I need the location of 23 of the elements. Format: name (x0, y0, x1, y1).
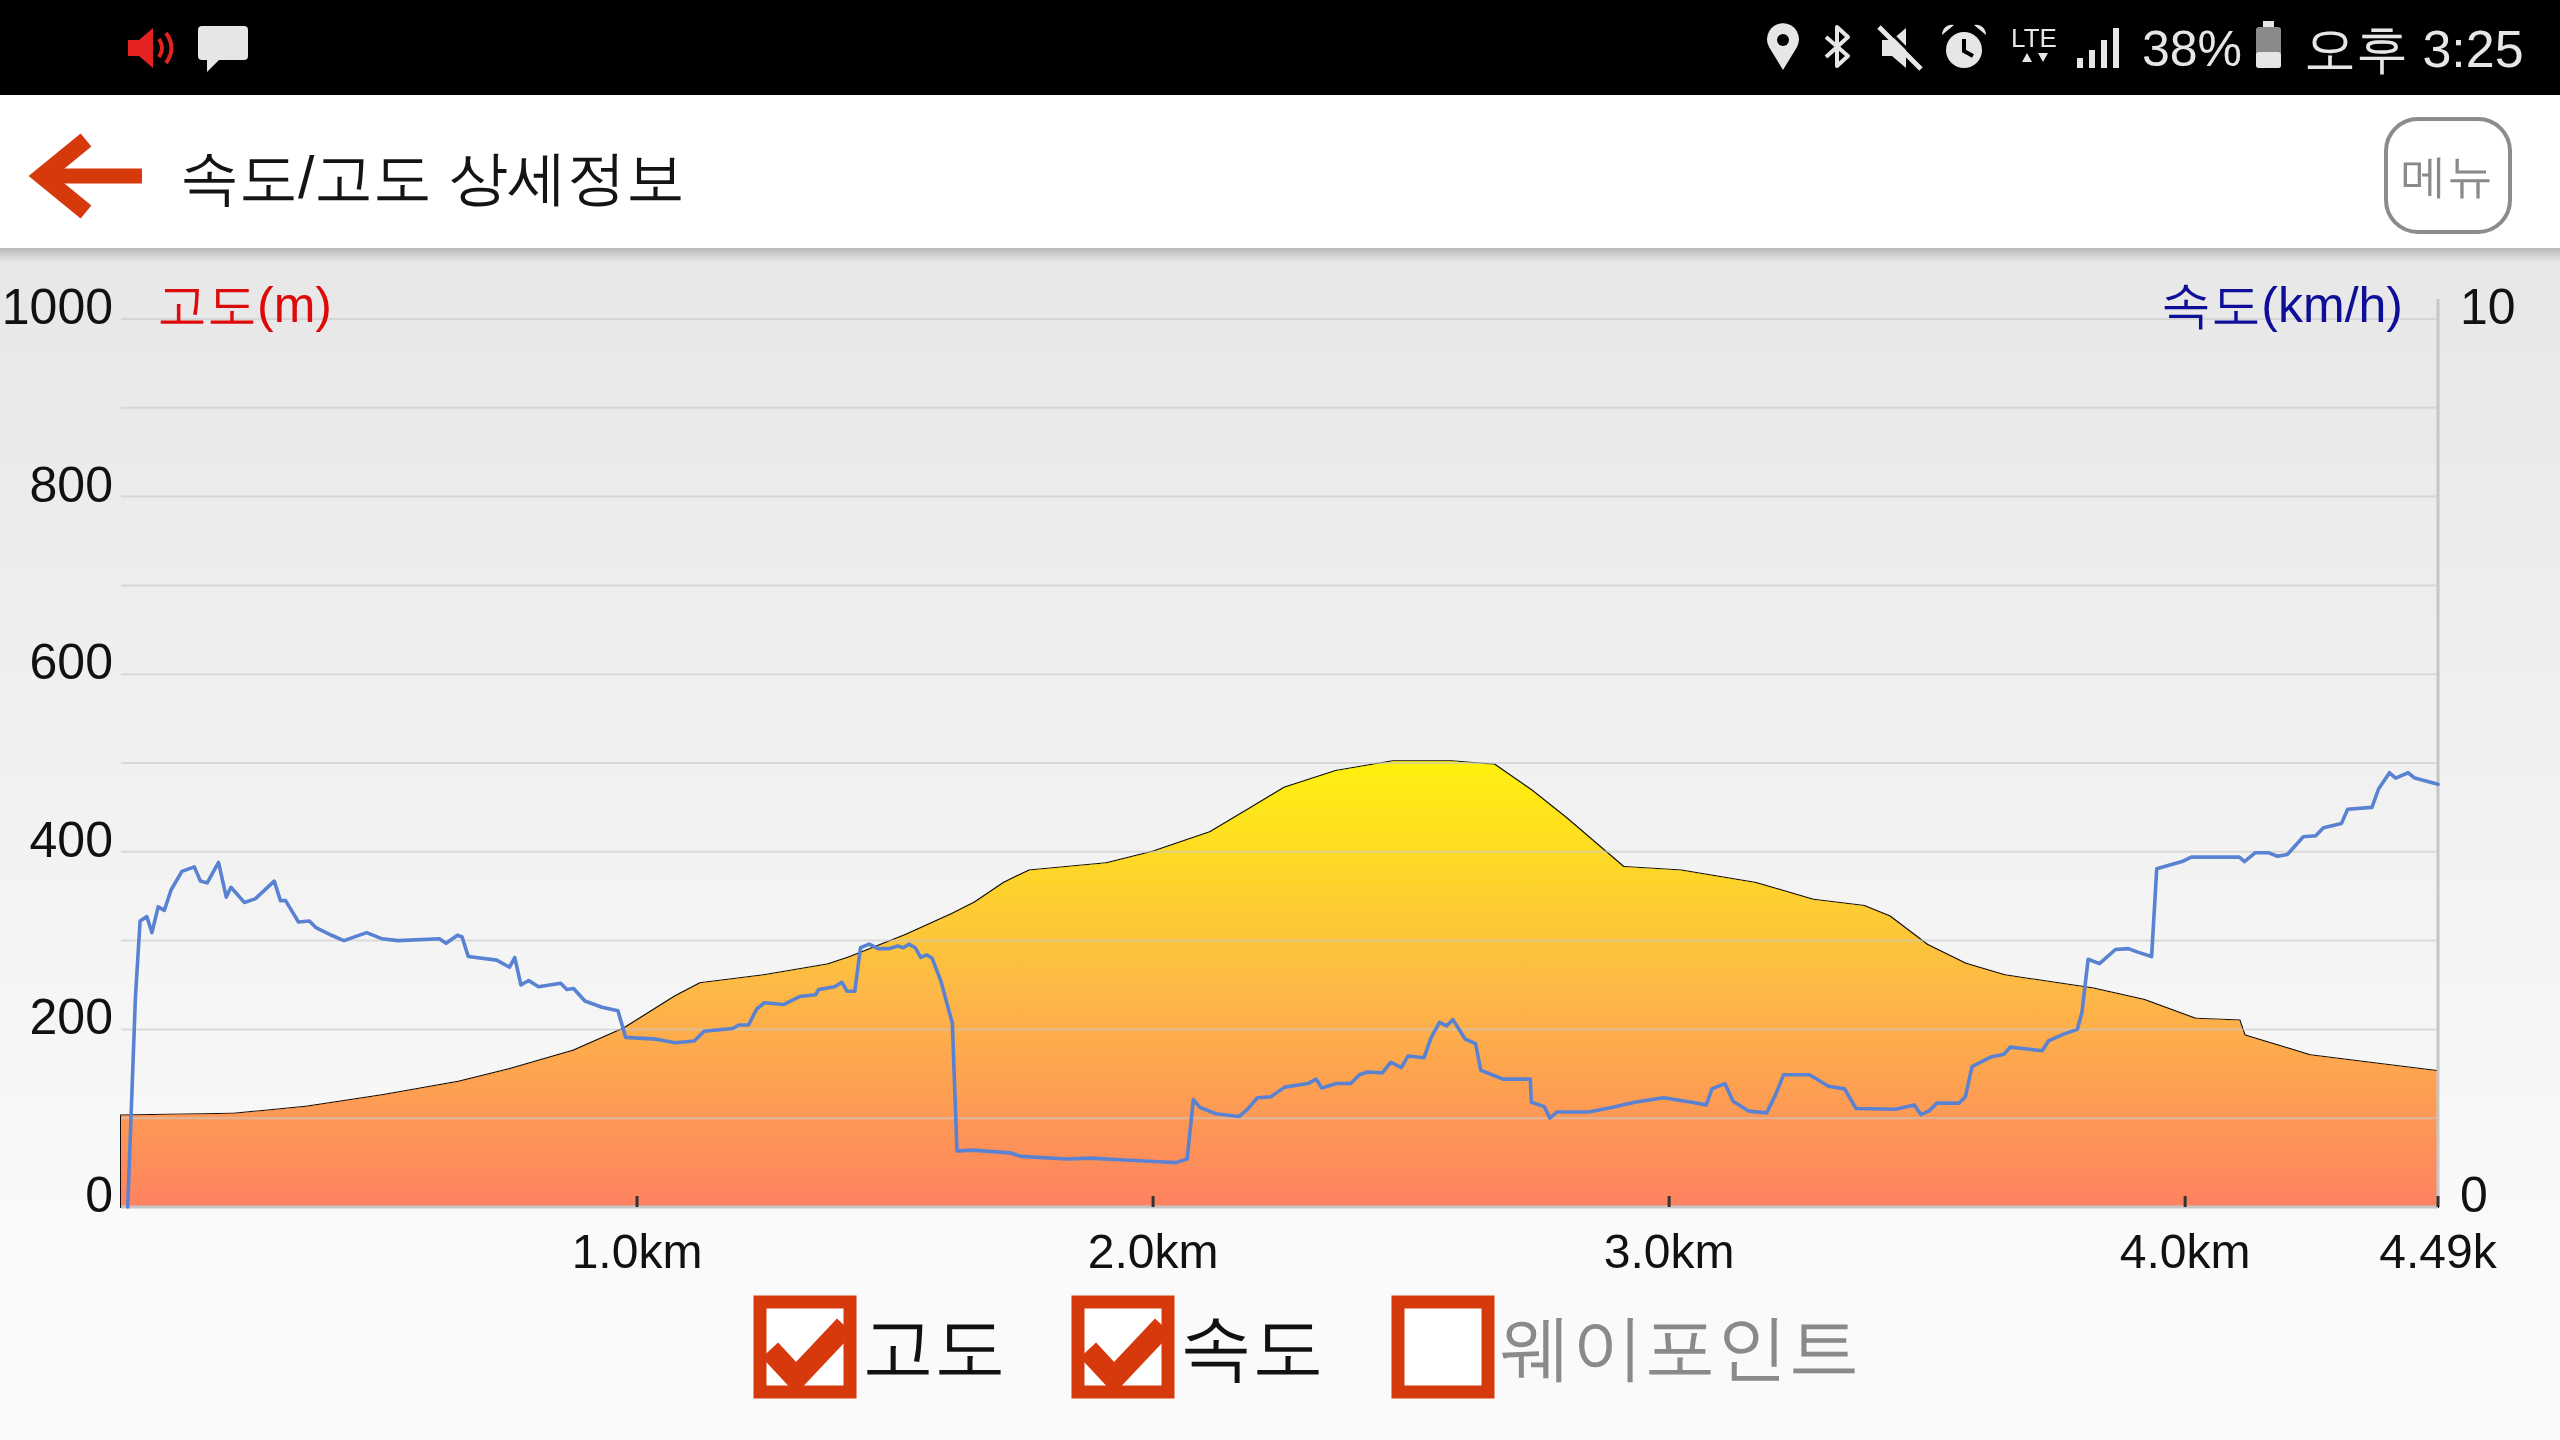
text: 고도 (862, 1307, 1006, 1387)
y-tick-label: 600 (29, 634, 113, 691)
x-tick-label: 4.0km (2119, 1224, 2251, 1278)
y2-tick-label: 10 (2460, 279, 2516, 335)
y-tick-label: 1000 (1, 279, 113, 335)
text: 웨이포인트 (1500, 1307, 1860, 1387)
y-tick-label: 200 (29, 989, 113, 1046)
y-axis-title: 고도(m) (157, 277, 332, 333)
x-tick-label: 2.0km (1087, 1224, 1219, 1278)
y-tick-label: 0 (85, 1167, 113, 1223)
y-tick-label: 800 (29, 456, 113, 513)
x-tick-label: 4.49k (2379, 1224, 2498, 1278)
text: LTE (2011, 23, 2057, 53)
y2-tick-label: 0 (2460, 1167, 2488, 1223)
y-tick-label: 400 (29, 811, 113, 868)
text: 속도 (1180, 1307, 1324, 1387)
chart-title: 속도/고도 상세정보 (180, 145, 685, 211)
text: 메뉴 (2401, 150, 2493, 202)
text: 38% (2142, 21, 2243, 77)
x-tick-label: 1.0km (571, 1224, 703, 1278)
y2-axis-title: 속도(km/h) (2161, 277, 2403, 333)
text: 오후 3:25 (2304, 20, 2524, 78)
x-tick-label: 3.0km (1603, 1224, 1735, 1278)
